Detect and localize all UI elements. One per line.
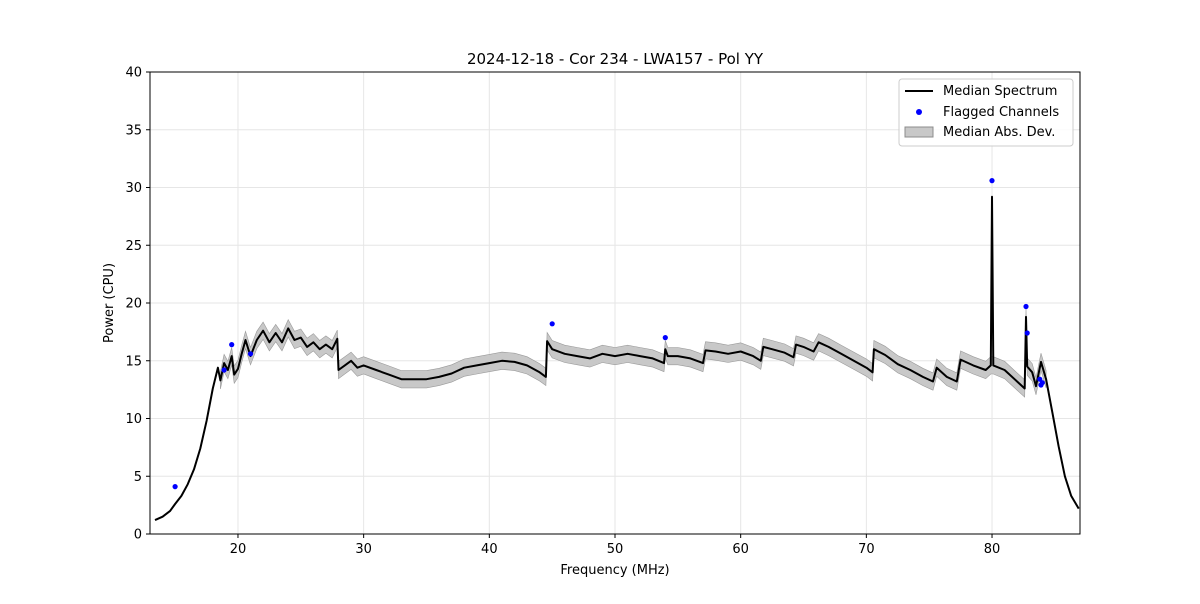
median-line-layer [154, 195, 1080, 522]
flagged-channel-point [1023, 303, 1029, 310]
flagged-channel-point [1024, 330, 1030, 336]
x-tick-label: 80 [984, 542, 1001, 557]
median-spectrum-line [154, 195, 1080, 522]
x-tick-label: 20 [230, 542, 247, 557]
x-ticks: 20 30 40 50 60 70 80 [230, 534, 1001, 557]
flagged-channel-point [247, 351, 254, 357]
legend-label-median-spectrum: Median Spectrum [943, 84, 1057, 99]
flagged-channel-point [229, 342, 235, 348]
legend-label-mad: Median Abs. Dev. [943, 125, 1055, 140]
y-tick-label: 40 [125, 66, 142, 81]
flagged-channel-point [221, 367, 227, 373]
y-tick-label: 0 [134, 528, 142, 543]
legend-point-swatch [916, 109, 922, 115]
y-tick-label: 5 [134, 470, 142, 485]
flagged-channel-point [1039, 380, 1045, 386]
y-tick-label: 25 [125, 239, 142, 254]
legend-band-swatch [904, 126, 934, 138]
legend-label-flagged-channels: Flagged Channels [943, 105, 1059, 120]
x-tick-label: 60 [732, 542, 749, 557]
chart-title: 2024-12-18 - Cor 234 - LWA157 - Pol YY [467, 50, 764, 68]
x-tick-label: 70 [858, 542, 875, 557]
flagged-channel-point [662, 335, 668, 341]
x-tick-label: 50 [607, 542, 624, 557]
y-tick-label: 35 [125, 123, 142, 138]
y-tick-label: 10 [125, 412, 142, 427]
mad-band [220, 308, 1047, 398]
y-axis-label: Power (CPU) [102, 263, 117, 343]
legend-frame [898, 78, 1074, 147]
y-ticks: 0 5 10 15 20 25 30 35 40 [125, 66, 150, 543]
flagged-channel-point [989, 178, 995, 184]
legend: Median Spectrum Flagged Channels Median … [898, 78, 1074, 147]
grid-lines [150, 71, 1080, 535]
flagged-points-layer [172, 178, 1045, 490]
y-tick-label: 15 [125, 354, 142, 369]
flagged-channel-point [549, 321, 555, 327]
x-axis-label: Frequency (MHz) [560, 563, 669, 578]
flagged-channel-point [172, 484, 178, 490]
y-tick-label: 30 [125, 181, 142, 196]
x-tick-label: 40 [481, 542, 498, 557]
y-tick-label: 20 [125, 297, 142, 312]
mad-band-layer [220, 308, 1047, 398]
x-tick-label: 30 [355, 542, 372, 557]
